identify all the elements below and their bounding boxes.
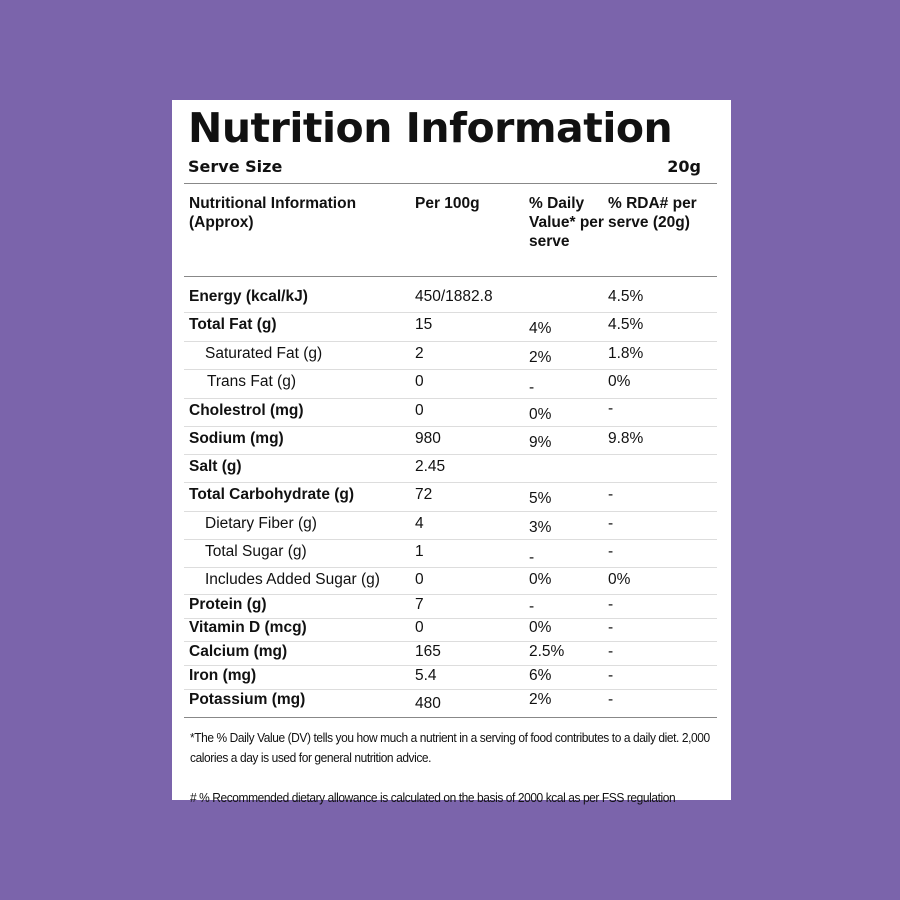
nutrient-value: 15 <box>415 316 433 333</box>
row-divider <box>184 539 717 540</box>
label-title: Nutrition Information <box>188 104 673 152</box>
row-divider <box>184 312 717 313</box>
nutrient-value: 1.8% <box>608 345 644 362</box>
nutrient-value: 5.4 <box>415 667 437 684</box>
nutrient-value: 0 <box>415 373 424 390</box>
row-divider <box>184 397 717 399</box>
row-divider <box>184 689 717 690</box>
serve-size-label: Serve Size <box>188 157 283 176</box>
nutrient-value: - <box>608 643 614 660</box>
column-header: % RDA# per serve (20g) <box>608 195 697 231</box>
nutrient-name: Sodium (mg) <box>189 430 284 447</box>
nutrient-value: - <box>529 598 535 615</box>
nutrient-value: 0% <box>608 373 631 390</box>
nutrient-value: - <box>608 486 614 503</box>
nutrient-value: 0 <box>415 619 424 636</box>
nutrient-value: 2.5% <box>529 643 565 660</box>
nutrient-value: 4 <box>415 515 424 532</box>
row-divider <box>184 567 717 568</box>
column-header: Nutritional Information (Approx) <box>189 195 357 231</box>
nutrition-label: Nutrition Information Serve Size 20g Nut… <box>172 100 731 805</box>
nutrient-value: 4.5% <box>608 316 644 333</box>
nutrient-value: 6% <box>529 667 552 684</box>
nutrient-value: 9.8% <box>608 430 644 447</box>
nutrient-value: 9% <box>529 434 552 451</box>
nutrient-name: Energy (kcal/kJ) <box>189 288 308 305</box>
row-divider <box>184 482 717 483</box>
nutrient-value: 0% <box>529 571 552 588</box>
nutrient-value: - <box>608 400 614 417</box>
nutrient-value: 480 <box>415 695 441 712</box>
serve-size-value: 20g <box>667 157 701 176</box>
nutrient-value: - <box>608 515 614 532</box>
nutrient-value: 0 <box>415 571 424 588</box>
nutrient-value: 0% <box>529 619 552 636</box>
row-divider <box>184 641 717 642</box>
nutrient-value: 0% <box>529 406 552 423</box>
nutrient-value: 0 <box>415 402 424 419</box>
nutrient-value: - <box>608 596 614 613</box>
nutrient-value: 2% <box>529 691 552 708</box>
nutrient-name: Cholestrol (mg) <box>189 402 304 419</box>
nutrient-value: - <box>608 543 614 560</box>
row-divider <box>184 426 717 427</box>
nutrient-name: Saturated Fat (g) <box>205 345 323 362</box>
nutrient-value: - <box>608 667 614 684</box>
row-divider <box>184 454 717 455</box>
nutrient-value: 2% <box>529 349 552 366</box>
nutrient-value: 5% <box>529 490 552 507</box>
nutrient-value: - <box>529 549 535 566</box>
column-header: % Daily Value* per serve <box>529 195 604 250</box>
nutrient-name: Potassium (mg) <box>189 691 306 708</box>
nutrient-value: 2.45 <box>415 458 446 475</box>
nutrient-name: Calcium (mg) <box>189 643 288 660</box>
nutrient-value: 165 <box>415 643 441 660</box>
row-divider <box>184 340 717 342</box>
nutrient-value: 7 <box>415 596 424 613</box>
footnote: *The % Daily Value (DV) tells you how mu… <box>190 730 710 765</box>
divider <box>184 276 717 277</box>
row-divider <box>184 617 717 619</box>
nutrient-name: Salt (g) <box>189 458 242 475</box>
row-divider <box>184 593 717 595</box>
nutrient-value: 0% <box>608 571 631 588</box>
nutrient-name: Iron (mg) <box>189 667 257 684</box>
nutrient-name: Total Carbohydrate (g) <box>189 486 355 503</box>
nutrient-name: Dietary Fiber (g) <box>205 515 317 532</box>
nutrient-value: 450/1882.8 <box>415 288 493 305</box>
row-divider <box>184 665 717 666</box>
nutrient-value: - <box>529 379 535 396</box>
nutrient-name: Includes Added Sugar (g) <box>205 571 380 588</box>
nutrient-name: Trans Fat (g) <box>207 373 296 390</box>
nutrient-name: Protein (g) <box>189 596 267 613</box>
divider <box>184 183 717 184</box>
nutrient-name: Total Sugar (g) <box>205 543 307 560</box>
nutrient-value: 980 <box>415 430 441 447</box>
nutrient-value: 1 <box>415 543 424 560</box>
nutrient-value: - <box>608 619 614 636</box>
column-header: Per 100g <box>415 195 480 212</box>
nutrient-value: 4.5% <box>608 288 644 305</box>
nutrient-value: 72 <box>415 486 433 503</box>
nutrient-value: 4% <box>529 320 552 337</box>
nutrient-name: Vitamin D (mcg) <box>189 619 307 636</box>
nutrient-value: 2 <box>415 345 424 362</box>
footnote: # % Recommended dietary allowance is cal… <box>190 790 676 805</box>
row-divider <box>184 369 717 370</box>
nutrient-value: 3% <box>529 519 552 536</box>
divider <box>184 717 717 718</box>
nutrient-name: Total Fat (g) <box>189 316 277 333</box>
nutrient-value: - <box>608 691 614 708</box>
row-divider <box>184 510 717 512</box>
